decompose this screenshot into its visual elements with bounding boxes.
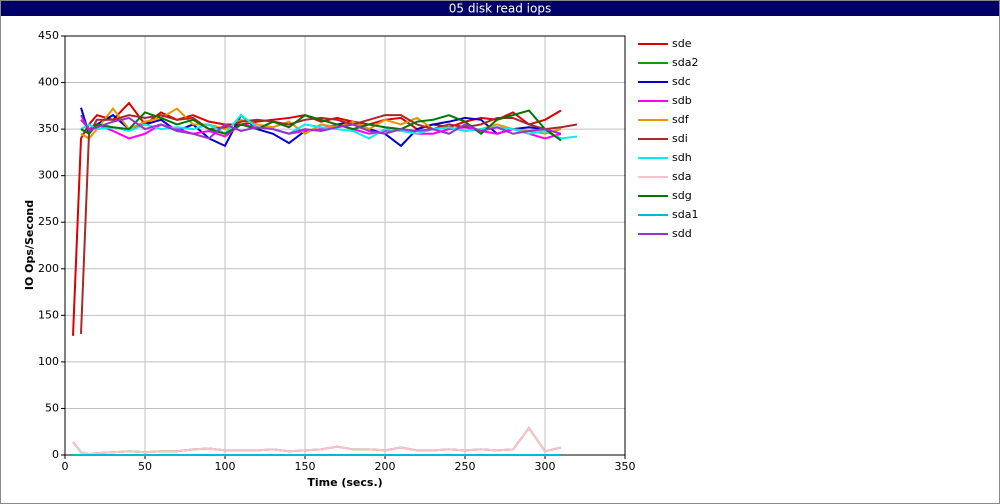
legend-label: sda1 xyxy=(672,208,698,221)
x-tick-label: 0 xyxy=(62,460,69,473)
series-line xyxy=(80,109,562,142)
y-tick-label: 250 xyxy=(38,215,59,228)
x-tick-label: 350 xyxy=(615,460,636,473)
y-tick-label: 400 xyxy=(38,76,59,89)
y-axis-label: IO Ops/Second xyxy=(23,200,36,290)
legend-label: sdd xyxy=(672,227,692,240)
legend-label: sdi xyxy=(672,132,688,145)
x-tick-label: 150 xyxy=(295,460,316,473)
series-line xyxy=(80,114,562,140)
legend-label: sda2 xyxy=(672,56,698,69)
legend-label: sdg xyxy=(672,189,692,202)
y-tick-label: 0 xyxy=(52,448,59,461)
x-tick-label: 300 xyxy=(535,460,556,473)
legend-label: sda xyxy=(672,170,691,183)
chart-title: 05 disk read iops xyxy=(449,2,551,16)
legend-label: sdf xyxy=(672,113,690,126)
legend-label: sdc xyxy=(672,75,691,88)
y-tick-label: 350 xyxy=(38,122,59,135)
y-tick-label: 450 xyxy=(38,29,59,42)
plot-area xyxy=(65,36,625,455)
series-line xyxy=(80,114,578,334)
x-tick-label: 100 xyxy=(215,460,236,473)
series-line xyxy=(72,426,562,456)
y-tick-label: 100 xyxy=(38,355,59,368)
y-tick-label: 200 xyxy=(38,262,59,275)
legend-label: sdb xyxy=(672,94,692,107)
legend-label: sdh xyxy=(672,151,692,164)
y-tick-label: 150 xyxy=(38,308,59,321)
legend-label: sde xyxy=(672,37,692,50)
y-tick-label: 50 xyxy=(45,401,59,414)
y-tick-label: 300 xyxy=(38,169,59,182)
x-tick-label: 250 xyxy=(455,460,476,473)
title-bar xyxy=(1,1,999,16)
x-axis-label: Time (secs.) xyxy=(307,476,382,489)
x-tick-label: 200 xyxy=(375,460,396,473)
x-tick-label: 50 xyxy=(138,460,152,473)
